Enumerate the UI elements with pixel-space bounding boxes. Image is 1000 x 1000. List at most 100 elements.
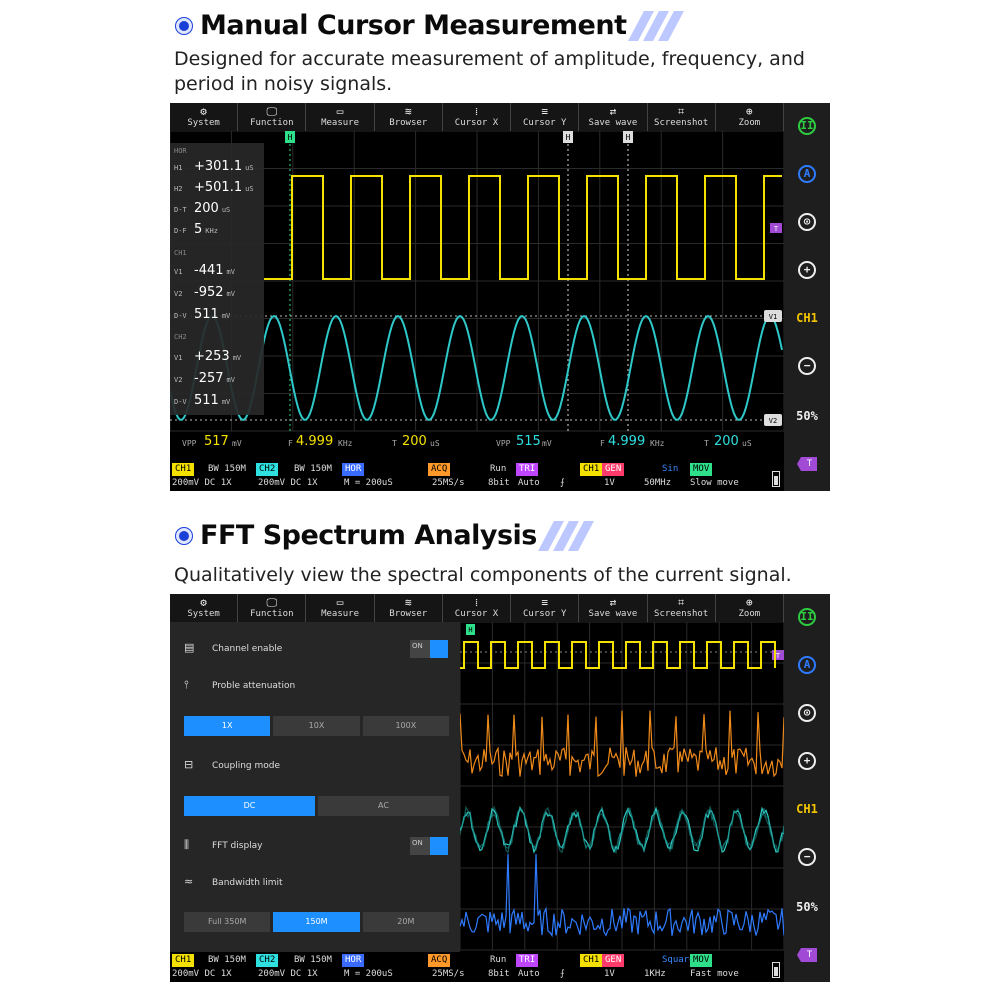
- trigger-level-button[interactable]: 50%: [784, 409, 830, 423]
- attenuation-100x-option[interactable]: 100X: [362, 716, 449, 736]
- trigger-level-button[interactable]: 50%: [784, 900, 830, 914]
- toolbar-label: Browser: [389, 609, 428, 619]
- percent-icon: 50%: [796, 900, 818, 914]
- channel-select-button[interactable]: CH1: [784, 311, 830, 325]
- toolbar: ⚙ System 🖵 Function ▭ Measure ≋ Browser ⁞ Cursor …: [170, 103, 784, 131]
- status-wave[interactable]: Sin: [662, 464, 679, 474]
- center-button[interactable]: ⊙: [784, 704, 830, 722]
- status-hor[interactable]: HOR: [342, 463, 365, 476]
- status-ch2[interactable]: CH2: [256, 954, 279, 967]
- bandwidth-20m-option[interactable]: 20M: [362, 912, 449, 932]
- toolbar-measure-button[interactable]: ▭ Measure: [306, 103, 375, 131]
- h2-label: H2: [174, 185, 183, 193]
- toolbar-browser-button[interactable]: ≋ Browser: [375, 594, 443, 622]
- trigger-level-marker[interactable]: [772, 650, 784, 660]
- status-mov[interactable]: MOV: [690, 463, 713, 476]
- toolbar-cursor-x-button[interactable]: ⁞ Cursor X: [443, 103, 512, 131]
- coupling-ac-option[interactable]: AC: [318, 796, 449, 816]
- cursor-x-icon: ⁞: [474, 105, 479, 118]
- trigger-level-marker[interactable]: [770, 223, 782, 233]
- channel-select-button[interactable]: CH1: [784, 802, 830, 816]
- zoom-in-button[interactable]: +: [784, 261, 830, 279]
- center-button[interactable]: ⊙: [784, 213, 830, 231]
- bullet-icon: [176, 527, 192, 544]
- coupling-dc-option[interactable]: DC: [184, 796, 315, 816]
- coupling-selector: DC AC: [184, 796, 449, 816]
- bars-icon: ⫼: [184, 838, 190, 851]
- bandwidth-full-option[interactable]: Full 350M: [184, 912, 271, 932]
- toolbar-cursor-y-button[interactable]: ≡ Cursor Y: [511, 103, 580, 131]
- status-ch1[interactable]: CH1: [172, 463, 195, 476]
- toolbar-save-wave-button[interactable]: ⇄ Save wave: [579, 594, 648, 622]
- cursor-marker-h1[interactable]: [285, 131, 295, 143]
- status-r2-acq: 25MS/s: [432, 478, 465, 488]
- fft-display-toggle[interactable]: ON: [410, 837, 448, 855]
- ruler-icon: ▭: [336, 105, 344, 118]
- zoom-in-button[interactable]: +: [784, 752, 830, 770]
- toolbar-save-wave-button[interactable]: ⇄ Save wave: [579, 103, 648, 131]
- toolbar-function-button[interactable]: 🖵 Function: [238, 594, 307, 622]
- status-chx[interactable]: CH1: [580, 954, 603, 967]
- toolbar-measure-button[interactable]: ▭ Measure: [306, 594, 375, 622]
- status-bw1[interactable]: BW 150M: [208, 955, 246, 965]
- toolbar-zoom-button[interactable]: ⊕ Zoom: [716, 594, 784, 622]
- trigger-button[interactable]: T: [784, 457, 830, 471]
- toolbar-system-button[interactable]: ⚙ System: [170, 594, 239, 622]
- bandwidth-limit-label: Bandwidth limit: [212, 878, 283, 888]
- channel-enable-toggle[interactable]: ON: [410, 640, 448, 658]
- ch1-square-wave: [264, 175, 782, 280]
- status-acq[interactable]: ACQ: [428, 463, 451, 476]
- ch2-heading: CH2: [174, 333, 187, 341]
- toolbar-cursor-x-button[interactable]: ⁞ Cursor X: [443, 594, 512, 622]
- status-acq[interactable]: ACQ: [428, 954, 451, 967]
- section2-title: FFT Spectrum Analysis: [200, 520, 537, 551]
- cursor-marker-cursor1[interactable]: [623, 131, 633, 143]
- status-bw2[interactable]: BW 150M: [294, 464, 332, 474]
- cursor-marker-h2[interactable]: [563, 131, 573, 143]
- status-r2-ch2: 200mV DC 1X: [258, 969, 318, 979]
- minus-icon: −: [798, 357, 816, 375]
- status-ch1[interactable]: CH1: [172, 954, 195, 967]
- toolbar-zoom-button[interactable]: ⊕ Zoom: [716, 103, 784, 131]
- ch2-sine-wave: [170, 314, 783, 421]
- toolbar-browser-button[interactable]: ≋ Browser: [375, 103, 443, 131]
- toolbar-screenshot-button[interactable]: ⌗ Screenshot: [648, 103, 716, 131]
- trigger-button[interactable]: T: [784, 948, 830, 962]
- status-wave[interactable]: Square: [662, 955, 695, 965]
- cursor-marker-v1[interactable]: [764, 310, 782, 322]
- status-mov[interactable]: MOV: [690, 954, 713, 967]
- pause-button[interactable]: II: [784, 608, 830, 626]
- status-tri[interactable]: TRI: [516, 954, 539, 967]
- auto-button[interactable]: A: [784, 165, 830, 183]
- status-run[interactable]: Run: [490, 464, 507, 474]
- status-gen[interactable]: GEN: [602, 954, 625, 967]
- toolbar-label: Zoom: [738, 118, 761, 128]
- status-gen[interactable]: GEN: [602, 463, 625, 476]
- toolbar-screenshot-button[interactable]: ⌗ Screenshot: [648, 594, 716, 622]
- attenuation-10x-option[interactable]: 10X: [273, 716, 360, 736]
- status-ch2[interactable]: CH2: [256, 463, 279, 476]
- status-chx[interactable]: CH1: [580, 463, 603, 476]
- status-bw2[interactable]: BW 150M: [294, 955, 332, 965]
- toolbar-cursor-y-button[interactable]: ≡ Cursor Y: [511, 594, 580, 622]
- ch1-v1-value: -441: [194, 263, 224, 278]
- status-bw1[interactable]: BW 150M: [208, 464, 246, 474]
- pause-button[interactable]: II: [784, 117, 830, 135]
- save-wave-icon: ⇄: [609, 105, 617, 118]
- auto-button[interactable]: A: [784, 656, 830, 674]
- status-run[interactable]: Run: [490, 955, 507, 965]
- zoom-out-button[interactable]: −: [784, 848, 830, 866]
- attenuation-1x-option[interactable]: 1X: [184, 716, 271, 736]
- cursor-marker-v2[interactable]: [764, 414, 782, 426]
- cursor-marker-label: H: [566, 133, 571, 142]
- cursor-marker-h[interactable]: [466, 624, 475, 635]
- status-r2-gen2: 50MHz: [644, 478, 672, 488]
- bandwidth-150m-option[interactable]: 150M: [273, 912, 360, 932]
- toolbar-system-button[interactable]: ⚙ System: [170, 103, 239, 131]
- toolbar-function-button[interactable]: 🖵 Function: [238, 103, 307, 131]
- status-r2-hor: M = 200uS: [344, 969, 393, 979]
- zoom-out-button[interactable]: −: [784, 357, 830, 375]
- status-tri[interactable]: TRI: [516, 463, 539, 476]
- vpp1-unit: mV: [232, 439, 242, 448]
- status-hor[interactable]: HOR: [342, 954, 365, 967]
